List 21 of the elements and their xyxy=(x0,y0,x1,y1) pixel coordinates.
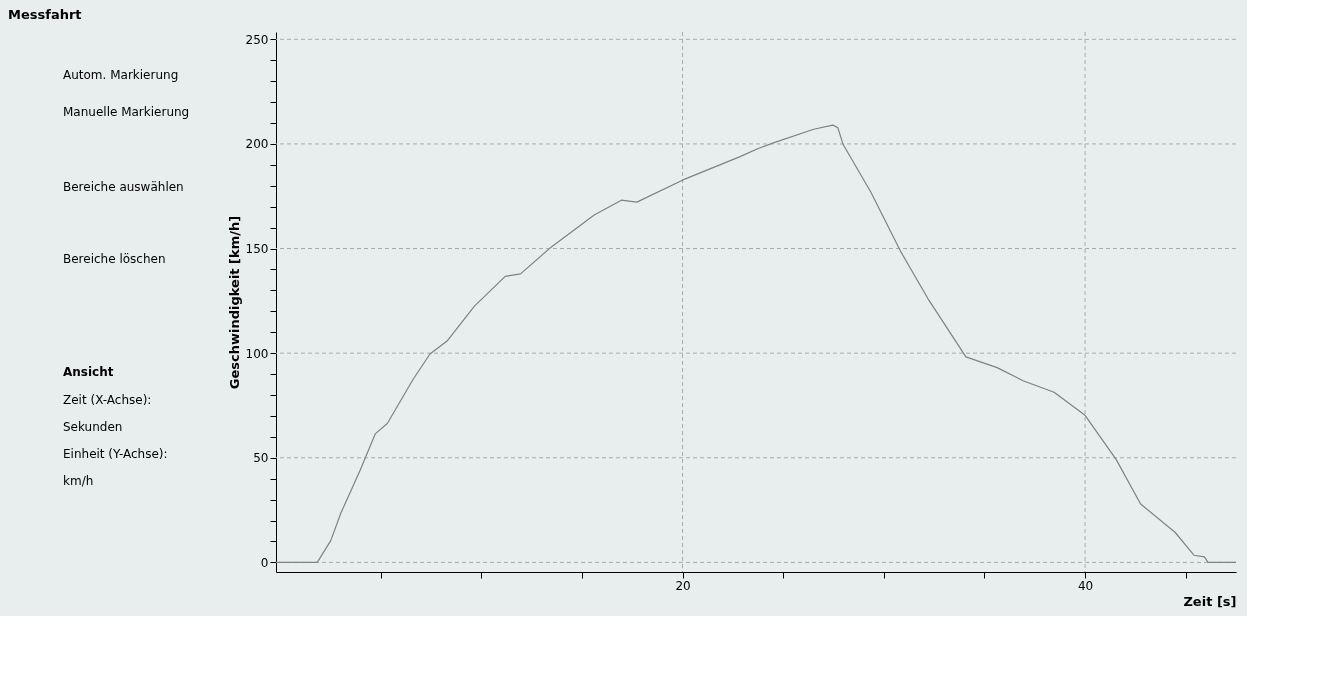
text: km/h xyxy=(63,474,94,488)
text: Zeit (X-Achse): xyxy=(63,393,152,407)
y-tick-label: 250 xyxy=(245,32,269,47)
text: Messfahrt xyxy=(8,6,82,22)
y-tick-label: 200 xyxy=(245,137,269,152)
text: Manuelle Markierung xyxy=(63,105,190,119)
text: Einheit (Y-Achse): xyxy=(63,447,168,461)
text: Bereiche auswählen xyxy=(63,180,184,194)
x-tick-label: 40 xyxy=(1077,578,1094,593)
line-series xyxy=(275,124,1237,563)
y-tick-label: 50 xyxy=(253,451,269,466)
y-tick-label: 0 xyxy=(260,555,269,570)
y-tick-label: 100 xyxy=(245,346,269,361)
text: Sekunden xyxy=(63,420,123,434)
text: Autom. Markierung xyxy=(63,68,179,82)
text: Ansicht xyxy=(63,365,114,379)
y-tick-label: 150 xyxy=(245,242,269,257)
x-axis-title: Zeit [s] xyxy=(1183,593,1237,609)
y-axis-title: Geschwindigkeit [km/h] xyxy=(226,215,242,390)
text: Bereiche löschen xyxy=(63,252,166,266)
x-tick-label: 20 xyxy=(675,578,691,593)
